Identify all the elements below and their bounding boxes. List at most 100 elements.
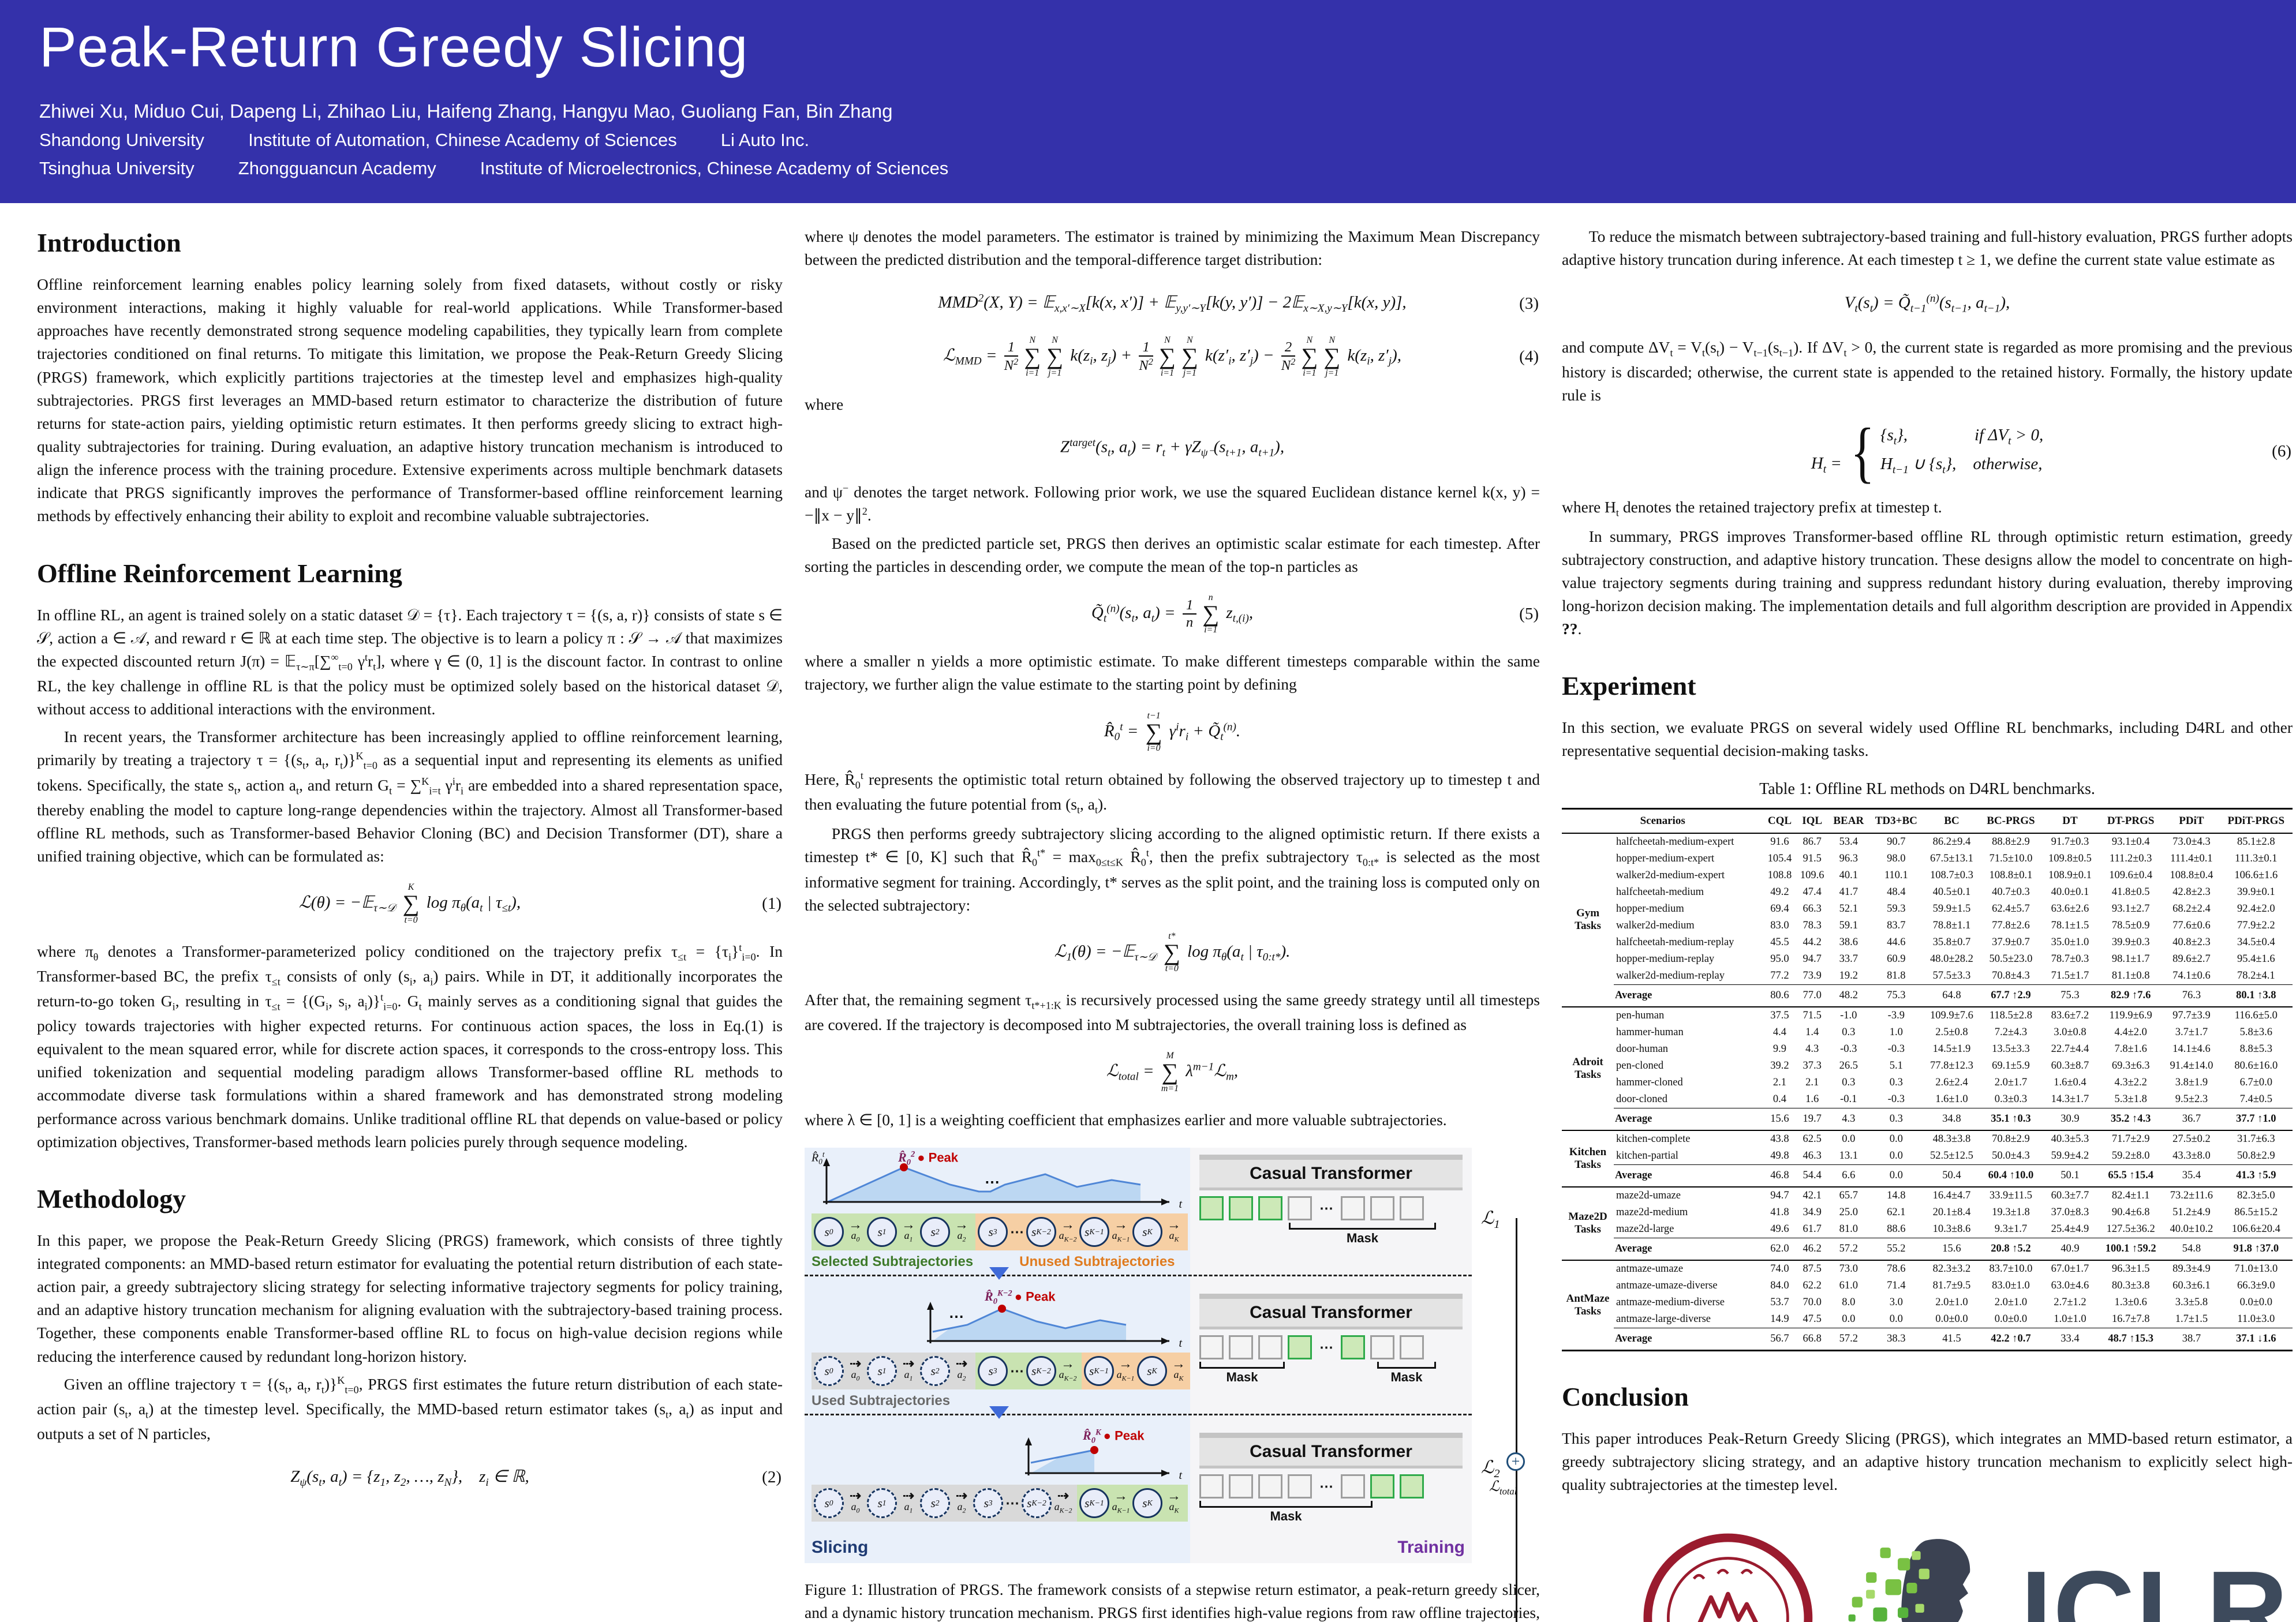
- table-header: BC-PRGS: [1980, 807, 2042, 834]
- equation-l-total: ℒtotal = M ∑ m=1 λm−1ℒm,: [1106, 1051, 1239, 1093]
- value-cell: 49.8: [1770, 1149, 1789, 1162]
- scenario-cell: pen-human: [1614, 1006, 1764, 1024]
- value-cell: 52.1: [1839, 902, 1858, 915]
- average-value-cell: 100.1 ↑59.2: [2098, 1237, 2164, 1260]
- value-cell: 47.5: [1803, 1313, 1822, 1325]
- value-cell: 108.8±0.1: [1989, 869, 2033, 881]
- scenario-cell: pen-cloned: [1616, 1059, 1664, 1072]
- value-cell: 83.0±1.0: [1992, 1279, 2030, 1291]
- value-cell: -3.9: [1868, 1006, 1924, 1024]
- value-cell: 78.2±4.1: [2237, 969, 2275, 982]
- value-cell: 50.5±23.0: [1989, 953, 2033, 965]
- value-cell: 40.5±0.1: [1932, 886, 1971, 898]
- value-cell: 77.6±0.6: [2172, 919, 2211, 931]
- equation-5: Q̃t(n)(st, at) = 1 n n ∑ i=1 zt,(i), (5): [1091, 592, 1539, 635]
- equation-6: Ht = {{st}, if ΔVt > 0, Ht−1 ∪ {st}, othe…: [1811, 413, 2291, 489]
- value-cell: 7.4±0.5: [2239, 1093, 2272, 1105]
- value-cell: 16.4±4.7: [1923, 1186, 1980, 1204]
- value-cell: 16.7±7.8: [2111, 1313, 2150, 1325]
- average-value-cell: 91.8 ↑37.0: [2219, 1237, 2293, 1260]
- value-cell: 4.4: [1773, 1026, 1787, 1038]
- scenario-cell: maze2d-medium: [1616, 1206, 1688, 1218]
- table-header: DT-PRGS: [2098, 807, 2164, 834]
- affiliation: Shandong University: [39, 130, 205, 150]
- return-curve-chart-2: R̂0K−2 ● Peak ⋯: [812, 1289, 1183, 1351]
- equation-number: (3): [1519, 294, 1539, 313]
- value-cell: 96.3: [1839, 852, 1858, 864]
- table-row: Maze2D Tasks maze2d-umaze 94.7 42.1 65.7 14.8…: [1562, 1186, 2293, 1260]
- equation-1: ℒ(θ) = −𝔼τ∼𝒟 K ∑ t=0 log πθ(at | τ≤t), (1): [298, 882, 781, 925]
- value-cell: 90.7: [1887, 836, 1906, 848]
- scenario-cell: hammer-cloned: [1616, 1076, 1683, 1088]
- average-value-cell: 36.7: [2163, 1107, 2220, 1130]
- value-cell: 74.1±0.6: [2172, 969, 2211, 982]
- token-selected: [1258, 1196, 1282, 1221]
- average-value-cell: 33.4: [2041, 1327, 2099, 1351]
- value-cell: 71.4: [1887, 1279, 1906, 1291]
- value-cell: 81.1±0.8: [2111, 969, 2150, 982]
- iclr-wordmark: ICLR: [2017, 1554, 2293, 1622]
- value-cell: 7.2±4.3: [1994, 1026, 2028, 1038]
- value-cell: 40.0±10.2: [2170, 1223, 2213, 1235]
- table-header: BC: [1923, 807, 1980, 834]
- value-cell: 116.6±5.0: [2219, 1006, 2293, 1024]
- value-cell: 34.9: [1803, 1206, 1822, 1218]
- token-masked: [1370, 1196, 1394, 1221]
- table-group-label: Adroit Tasks: [1562, 1006, 1614, 1130]
- x-axis-label: t: [1179, 1469, 1182, 1482]
- y-axis-label: R̂0t: [812, 1150, 825, 1166]
- figure-1: R̂0t R̂02 ● Peak: [805, 1148, 1540, 1622]
- table-average-row: Average 62.0 46.2 57.2 55.2 15.6 20.8 ↑5.2 40.9…: [1562, 1237, 2293, 1260]
- value-cell: 60.9: [1887, 953, 1906, 965]
- average-value-cell: 35.4: [2163, 1164, 2220, 1187]
- methodology-paragraph-1: In this paper, we propose the Peak-Retur…: [37, 1231, 783, 1365]
- token-selected: [1400, 1474, 1424, 1499]
- value-cell: 5.3±1.8: [2114, 1093, 2147, 1105]
- average-value-cell: 75.3: [2041, 984, 2099, 1007]
- scenario-cell: antmaze-medium-diverse: [1616, 1296, 1725, 1308]
- value-cell: 73.2±11.6: [2163, 1186, 2220, 1204]
- value-cell: 48.3±3.8: [1923, 1129, 1980, 1148]
- value-cell: 83.7±10.0: [1980, 1259, 2042, 1278]
- value-cell: 0.0±0.0: [1994, 1313, 2028, 1325]
- table-header: BEAR: [1828, 807, 1869, 834]
- value-cell: 86.2±9.4: [1932, 836, 1971, 848]
- mask-bracket-row-1: Mask: [1199, 1223, 1463, 1253]
- value-cell: 59.3: [1887, 902, 1906, 915]
- value-cell: 1.6±1.0: [1935, 1093, 1968, 1105]
- value-cell: 37.5: [1763, 1006, 1796, 1024]
- scenario-cell: halfcheetah-medium: [1616, 886, 1704, 898]
- value-cell: 62.2: [1803, 1279, 1822, 1291]
- value-cell: 39.9±0.3: [2111, 936, 2150, 948]
- average-value-cell: 20.8 ↑5.2: [1980, 1237, 2042, 1260]
- value-cell: 53.4: [1839, 836, 1858, 848]
- value-cell: 81.7±9.5: [1932, 1279, 1971, 1291]
- value-cell: 108.7±0.3: [1930, 869, 1973, 881]
- table-group-label: Kitchen Tasks: [1562, 1129, 1614, 1187]
- scenario-cell: walker2d-medium-replay: [1616, 969, 1725, 982]
- value-cell: 41.8: [1770, 1206, 1789, 1218]
- value-cell: 110.1: [1884, 869, 1908, 881]
- value-cell: 78.5±0.9: [2111, 919, 2150, 931]
- value-cell: 81.8: [1887, 969, 1906, 982]
- scenario-cell: hopper-medium-expert: [1616, 852, 1715, 864]
- fig-row2-training: Casual Transformer ⋯: [1190, 1287, 1472, 1414]
- mask-label: Mask: [1390, 1370, 1423, 1385]
- value-cell: 73.9: [1803, 969, 1822, 982]
- peak-annotation-1: R̂02 ● Peak: [898, 1150, 959, 1167]
- value-cell: 109.6±0.4: [2109, 869, 2153, 881]
- value-cell: 67.0±1.7: [2041, 1259, 2099, 1278]
- value-cell: 35.0±1.0: [2051, 936, 2089, 948]
- value-cell: 0.0: [1889, 1313, 1903, 1325]
- value-cell: 1.0: [1889, 1026, 1903, 1038]
- value-cell: 19.3±1.8: [1992, 1206, 2030, 1218]
- segment-captions: Used Subtrajectories: [812, 1393, 1183, 1409]
- value-cell: 49.2: [1770, 886, 1789, 898]
- average-value-cell: 30.9: [2041, 1107, 2099, 1130]
